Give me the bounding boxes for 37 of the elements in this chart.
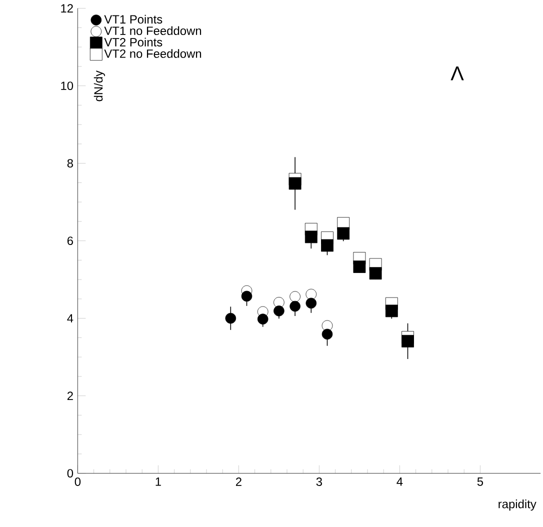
point: [353, 260, 366, 273]
x-tick-label: 3: [316, 477, 322, 486]
point: [274, 306, 284, 316]
y-tick-label: 8: [67, 159, 73, 168]
y-tick-label: 12: [61, 4, 73, 12]
y-axis-title: dN/dy: [94, 70, 106, 102]
point: [369, 267, 382, 280]
point: [322, 328, 333, 340]
point: [402, 334, 414, 348]
legend-label: VT1 no Feeddown: [104, 26, 202, 36]
y-tick-label: 4: [67, 314, 74, 322]
x-tick-label: 1: [156, 477, 161, 486]
y-tick-label: 6: [67, 236, 73, 246]
legend-label: VT2 no Feeddown: [104, 49, 202, 58]
point: [290, 291, 300, 302]
point: [306, 298, 317, 309]
point: [385, 304, 398, 318]
point: [304, 230, 318, 244]
x-tick-label: 5: [477, 477, 484, 486]
point: [337, 227, 350, 240]
legend-label: VT2 Points: [104, 38, 162, 46]
legend-label: VT1 Points: [104, 14, 162, 24]
point: [241, 290, 252, 302]
x-tick-label: 2: [236, 477, 242, 486]
x-tick-label: 4: [396, 477, 403, 486]
point: [290, 300, 300, 312]
x-axis-title: rapidity: [498, 499, 536, 511]
point: [306, 288, 317, 300]
x-tick-label: 0: [74, 477, 81, 486]
point: [225, 312, 236, 324]
point: [321, 239, 334, 252]
y-tick-label: 2: [67, 392, 73, 400]
y-tick-label: 0: [67, 469, 74, 478]
annotation: Λ: [450, 66, 464, 80]
point: [288, 177, 302, 190]
y-tick-label: 10: [61, 82, 74, 90]
point: [257, 314, 268, 324]
